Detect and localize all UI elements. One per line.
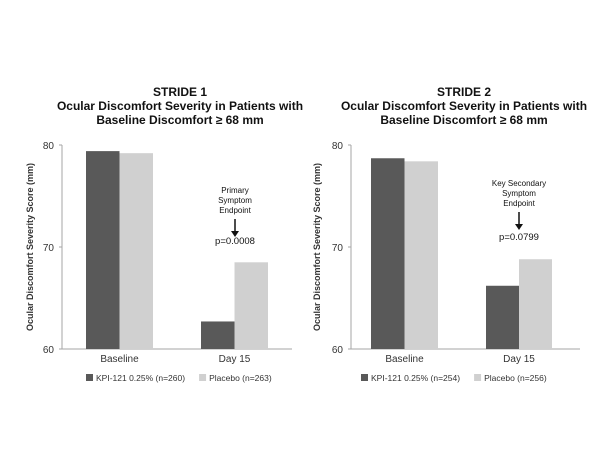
y-tick-label: 60 xyxy=(43,345,55,356)
y-axis-label: Ocular Discomfort Severity Score (mm) xyxy=(25,163,35,331)
annotation-arrow-head xyxy=(515,224,523,230)
legend-swatch-series-2 xyxy=(474,374,482,381)
bar-baseline-series-1 xyxy=(371,158,405,349)
x-tick-label: Baseline xyxy=(100,354,139,365)
bar-day-15-series-1 xyxy=(486,285,519,349)
y-tick-label: 70 xyxy=(332,243,344,254)
y-tick-label: 60 xyxy=(332,345,344,356)
p-value-label: p=0.0008 xyxy=(215,236,255,247)
chart-subtitle-line: Ocular Discomfort Severity in Patients w… xyxy=(341,99,587,113)
annotation-text: Endpoint xyxy=(503,199,535,208)
x-tick-label: Baseline xyxy=(385,354,424,365)
chart-title: STRIDE 1 xyxy=(153,85,207,99)
annotation-text: Symptom xyxy=(502,189,536,198)
chart-title: STRIDE 2 xyxy=(437,85,491,99)
y-tick-label: 70 xyxy=(43,243,55,254)
annotation-text: Key Secondary xyxy=(492,179,546,188)
chart-subtitle-line: Baseline Discomfort ≥ 68 mm xyxy=(380,113,547,127)
bar-day-15-series-2 xyxy=(234,262,268,349)
legend-swatch-series-2 xyxy=(199,374,207,381)
legend-label-series-2: Placebo (n=263) xyxy=(209,373,272,383)
legend-label-series-2: Placebo (n=256) xyxy=(484,373,547,383)
annotation-text: Primary xyxy=(221,186,249,195)
x-tick-label: Day 15 xyxy=(503,354,535,365)
y-tick-label: 80 xyxy=(43,141,55,152)
y-tick-label: 80 xyxy=(332,141,344,152)
bar-baseline-series-2 xyxy=(404,161,438,349)
annotation-text: Symptom xyxy=(218,196,252,205)
annotation-arrow-head xyxy=(231,231,239,237)
chart-subtitle-line: Ocular Discomfort Severity in Patients w… xyxy=(57,99,303,113)
bar-day-15-series-2 xyxy=(519,259,552,349)
legend-swatch-series-1 xyxy=(361,374,368,381)
annotation-text: Endpoint xyxy=(219,206,251,215)
legend-label-series-1: KPI-121 0.25% (n=254) xyxy=(371,373,460,383)
chart-subtitle-line: Baseline Discomfort ≥ 68 mm xyxy=(96,113,263,127)
bar-baseline-series-2 xyxy=(119,153,153,349)
legend-swatch-series-1 xyxy=(86,374,93,381)
y-axis-label: Ocular Discomfort Severity Score (mm) xyxy=(312,163,322,331)
x-tick-label: Day 15 xyxy=(219,354,251,365)
bar-day-15-series-1 xyxy=(201,321,235,349)
legend-label-series-1: KPI-121 0.25% (n=260) xyxy=(96,373,185,383)
bar-baseline-series-1 xyxy=(86,151,120,349)
p-value-label: p=0.0799 xyxy=(499,232,539,243)
